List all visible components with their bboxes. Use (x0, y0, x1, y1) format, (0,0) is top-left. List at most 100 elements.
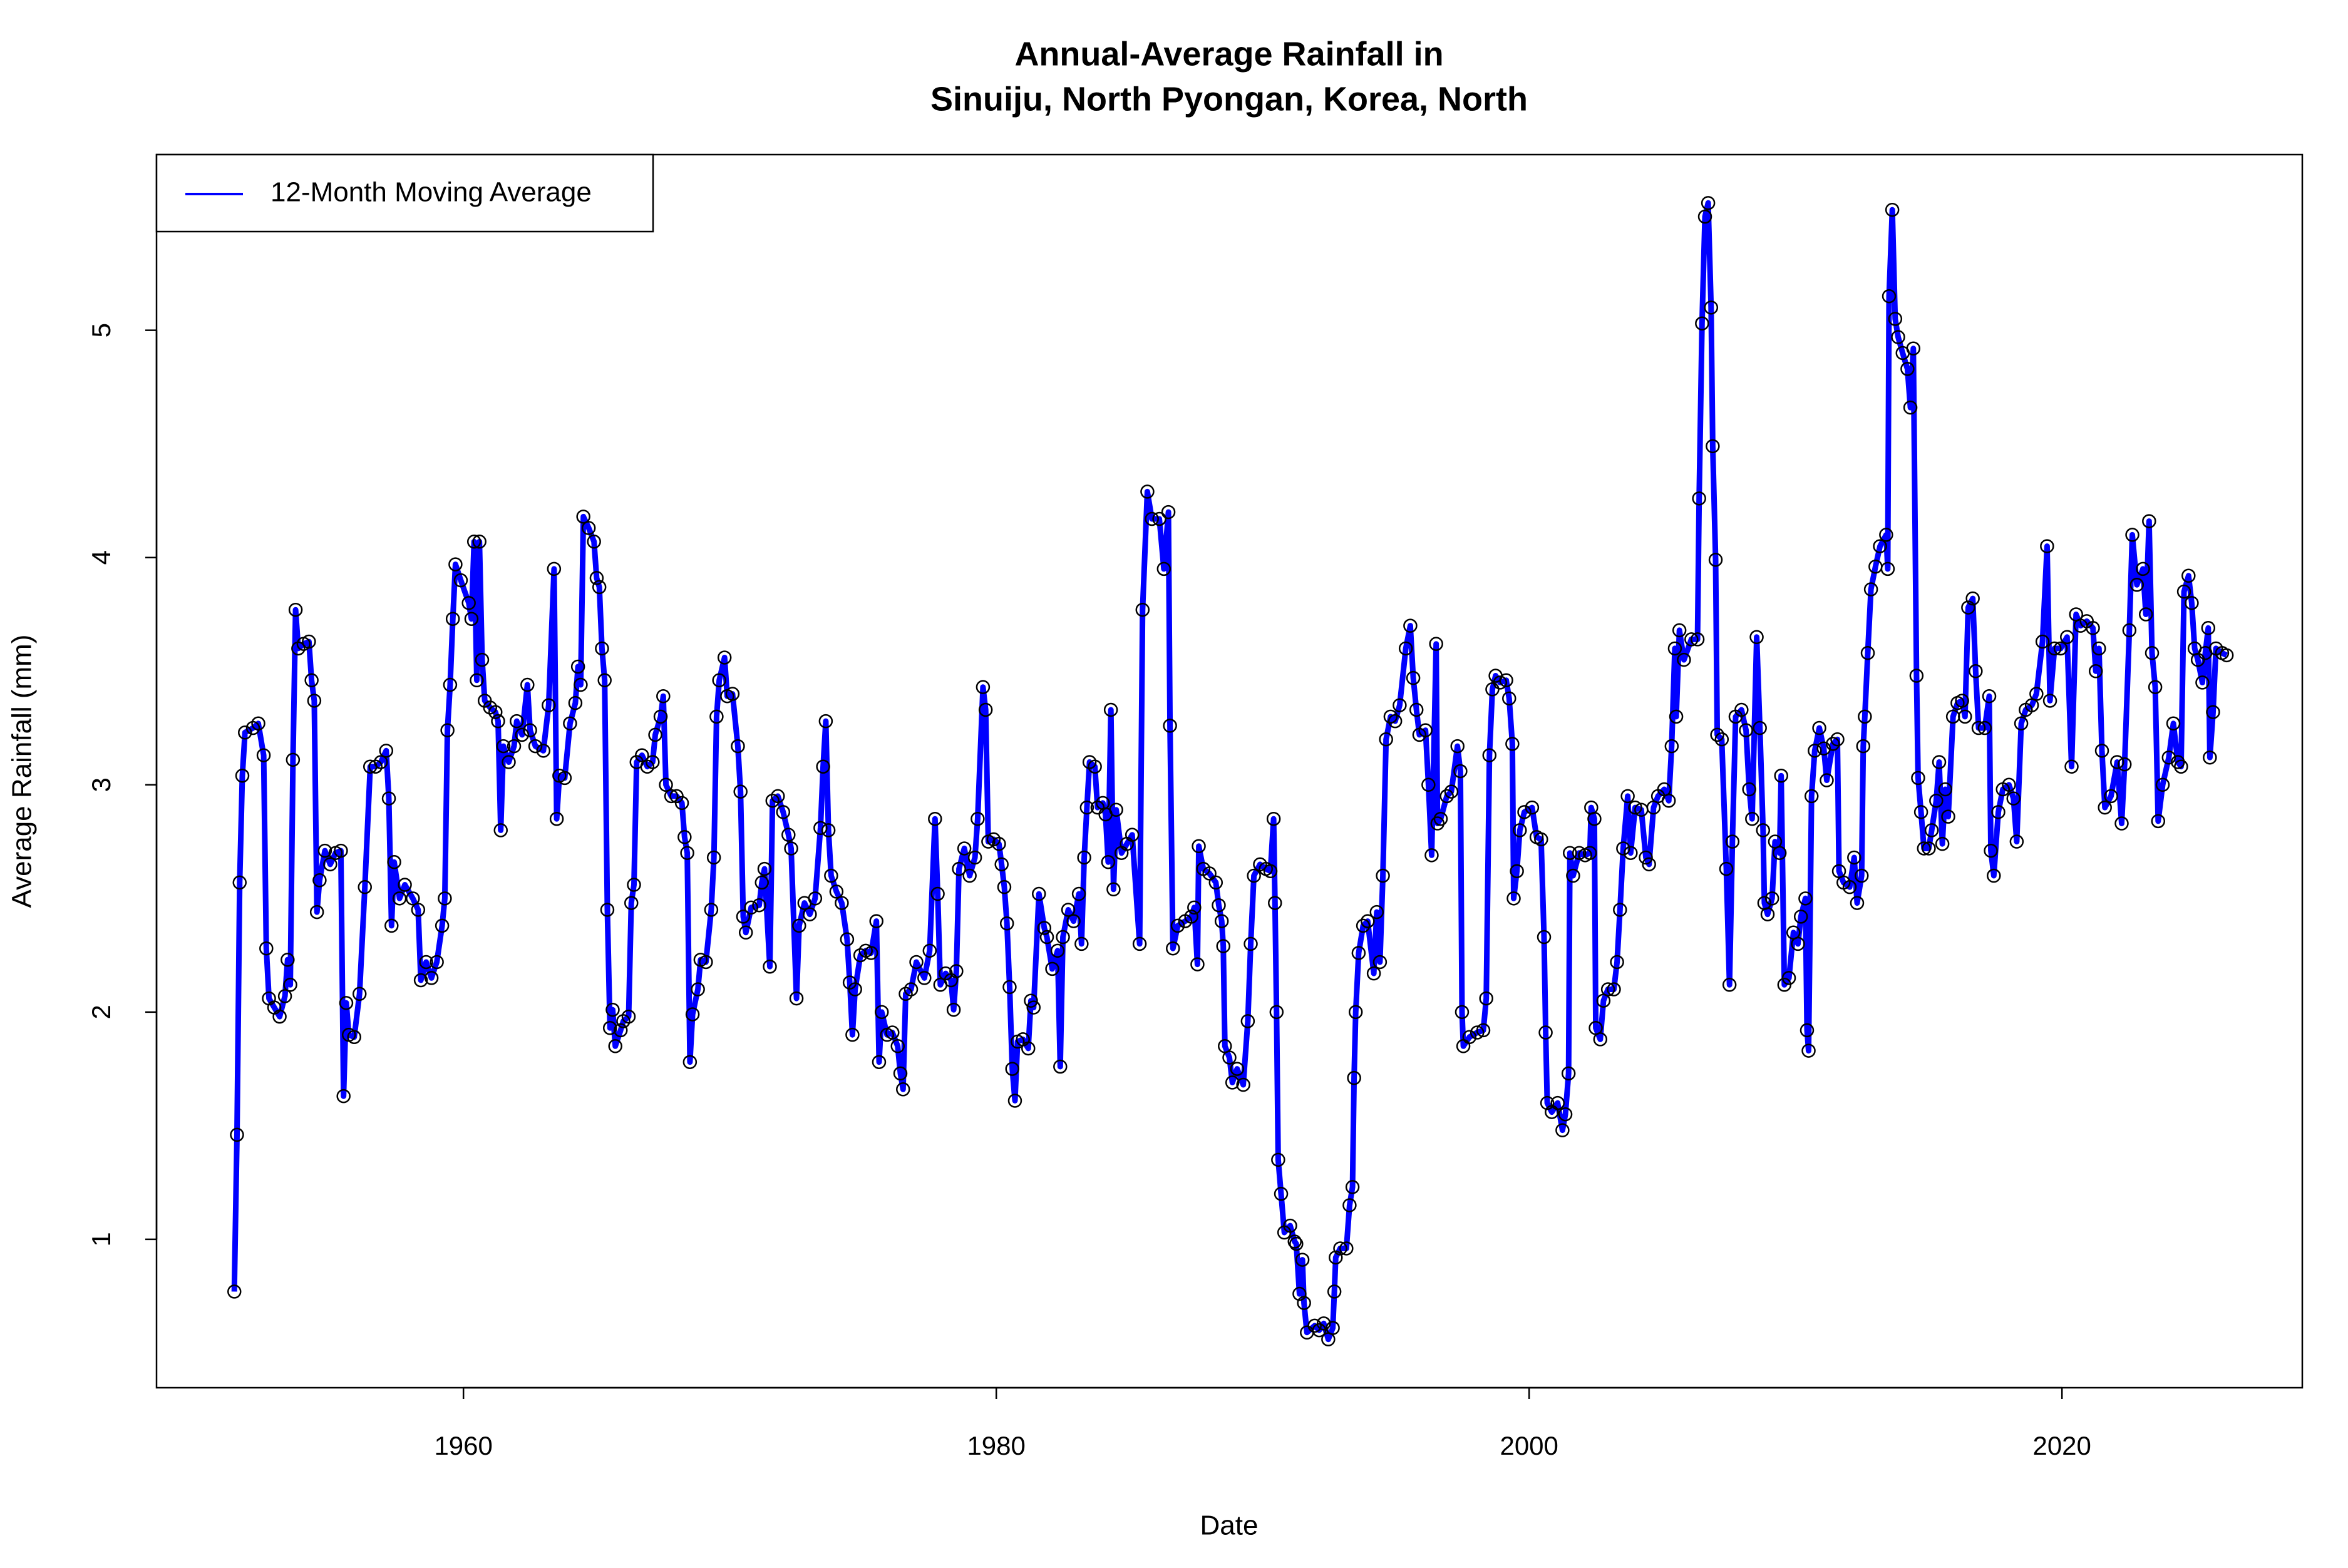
data-point (1240, 1014, 1255, 1028)
data-point (1991, 805, 2006, 819)
data-point (1791, 936, 1805, 951)
data-point (1297, 1296, 1311, 1310)
data-point (1538, 1025, 1553, 1040)
data-point (523, 723, 537, 737)
data-point (1316, 1316, 1331, 1331)
data-point (507, 739, 522, 754)
data-point (1348, 1005, 1363, 1020)
x-tick-label: 1980 (967, 1431, 1025, 1460)
data-point (682, 1055, 698, 1069)
data-point (549, 811, 564, 826)
data-point (1558, 1107, 1573, 1122)
data-point (283, 978, 297, 992)
data-point (1268, 896, 1282, 910)
data-point (2047, 641, 2062, 656)
data-point (323, 857, 337, 872)
data-point (1476, 1023, 1491, 1038)
data-point (2098, 800, 2112, 815)
data-point (1534, 832, 1548, 847)
data-point (1572, 846, 1587, 860)
data-point (1403, 618, 1418, 633)
data-point (1854, 868, 1869, 883)
data-point (653, 709, 668, 724)
data-point (307, 694, 322, 708)
data-point (821, 823, 836, 838)
data-point (1816, 741, 1831, 756)
data-point (1772, 846, 1787, 860)
data-point (2064, 759, 2079, 774)
data-point (2029, 687, 2044, 701)
data-point (2176, 584, 2191, 599)
data-point (1505, 737, 1520, 751)
data-point (792, 918, 806, 933)
data-point (1077, 850, 1091, 865)
data-point (803, 907, 817, 921)
data-point (824, 868, 838, 883)
data-point (1906, 341, 1921, 356)
data-point (1376, 868, 1390, 883)
data-point (776, 805, 791, 819)
data-point (1230, 1062, 1245, 1076)
plot-area (227, 196, 2234, 1346)
data-point (592, 580, 607, 595)
data-point (302, 634, 316, 649)
data-point (587, 535, 601, 549)
data-point (1170, 918, 1185, 933)
data-point (699, 955, 713, 970)
legend: 12-Month Moving Average (155, 153, 654, 233)
data-point (1987, 868, 2001, 883)
data-point (1287, 1234, 1302, 1249)
data-point (704, 903, 719, 917)
data-point (595, 641, 609, 656)
data-point (496, 739, 511, 754)
data-point (930, 886, 945, 901)
data-point (1756, 823, 1771, 838)
data-point (568, 695, 583, 710)
data-point (1187, 900, 1202, 915)
data-point (813, 821, 828, 836)
data-point (2181, 568, 2196, 583)
data-point (411, 903, 426, 917)
data-point (896, 1082, 910, 1097)
data-point (2117, 757, 2132, 772)
data-point (461, 596, 476, 610)
data-point (510, 714, 524, 729)
data-point (1971, 720, 1986, 735)
data-point (259, 941, 274, 956)
x-tick-label: 2000 (1500, 1431, 1558, 1460)
data-point (656, 689, 671, 704)
data-point (1045, 961, 1059, 976)
data-point (1021, 1041, 1036, 1056)
data-point (256, 748, 271, 762)
data-point (1742, 782, 1756, 797)
data-point (2042, 694, 2057, 708)
data-point (1372, 955, 1388, 970)
data-point (1079, 800, 1094, 815)
data-point (464, 612, 479, 626)
data-point (1929, 793, 1944, 808)
data-point (1932, 755, 1947, 769)
data-point (784, 841, 798, 856)
data-point (1361, 914, 1375, 928)
data-point (2009, 834, 2024, 849)
data-point (709, 709, 724, 724)
data-point (1163, 719, 1177, 733)
data-point (1388, 714, 1403, 729)
data-point (2138, 607, 2153, 622)
data-point (1109, 802, 1123, 817)
y-axis-label: Average Rainfall (mm) (7, 635, 38, 908)
data-point (2201, 621, 2216, 635)
data-point (1561, 1066, 1576, 1081)
data-point (627, 878, 641, 892)
data-point (621, 1009, 636, 1024)
data-point (1247, 868, 1261, 883)
data-point (1977, 720, 1992, 735)
data-point (659, 777, 673, 792)
x-axis-label: Date (1200, 1510, 1259, 1541)
data-point (2114, 816, 2129, 831)
data-point (2161, 750, 2176, 765)
data-point (1283, 1218, 1297, 1233)
data-point (664, 789, 679, 804)
data-point (2171, 755, 2185, 769)
data-point (1356, 918, 1371, 933)
